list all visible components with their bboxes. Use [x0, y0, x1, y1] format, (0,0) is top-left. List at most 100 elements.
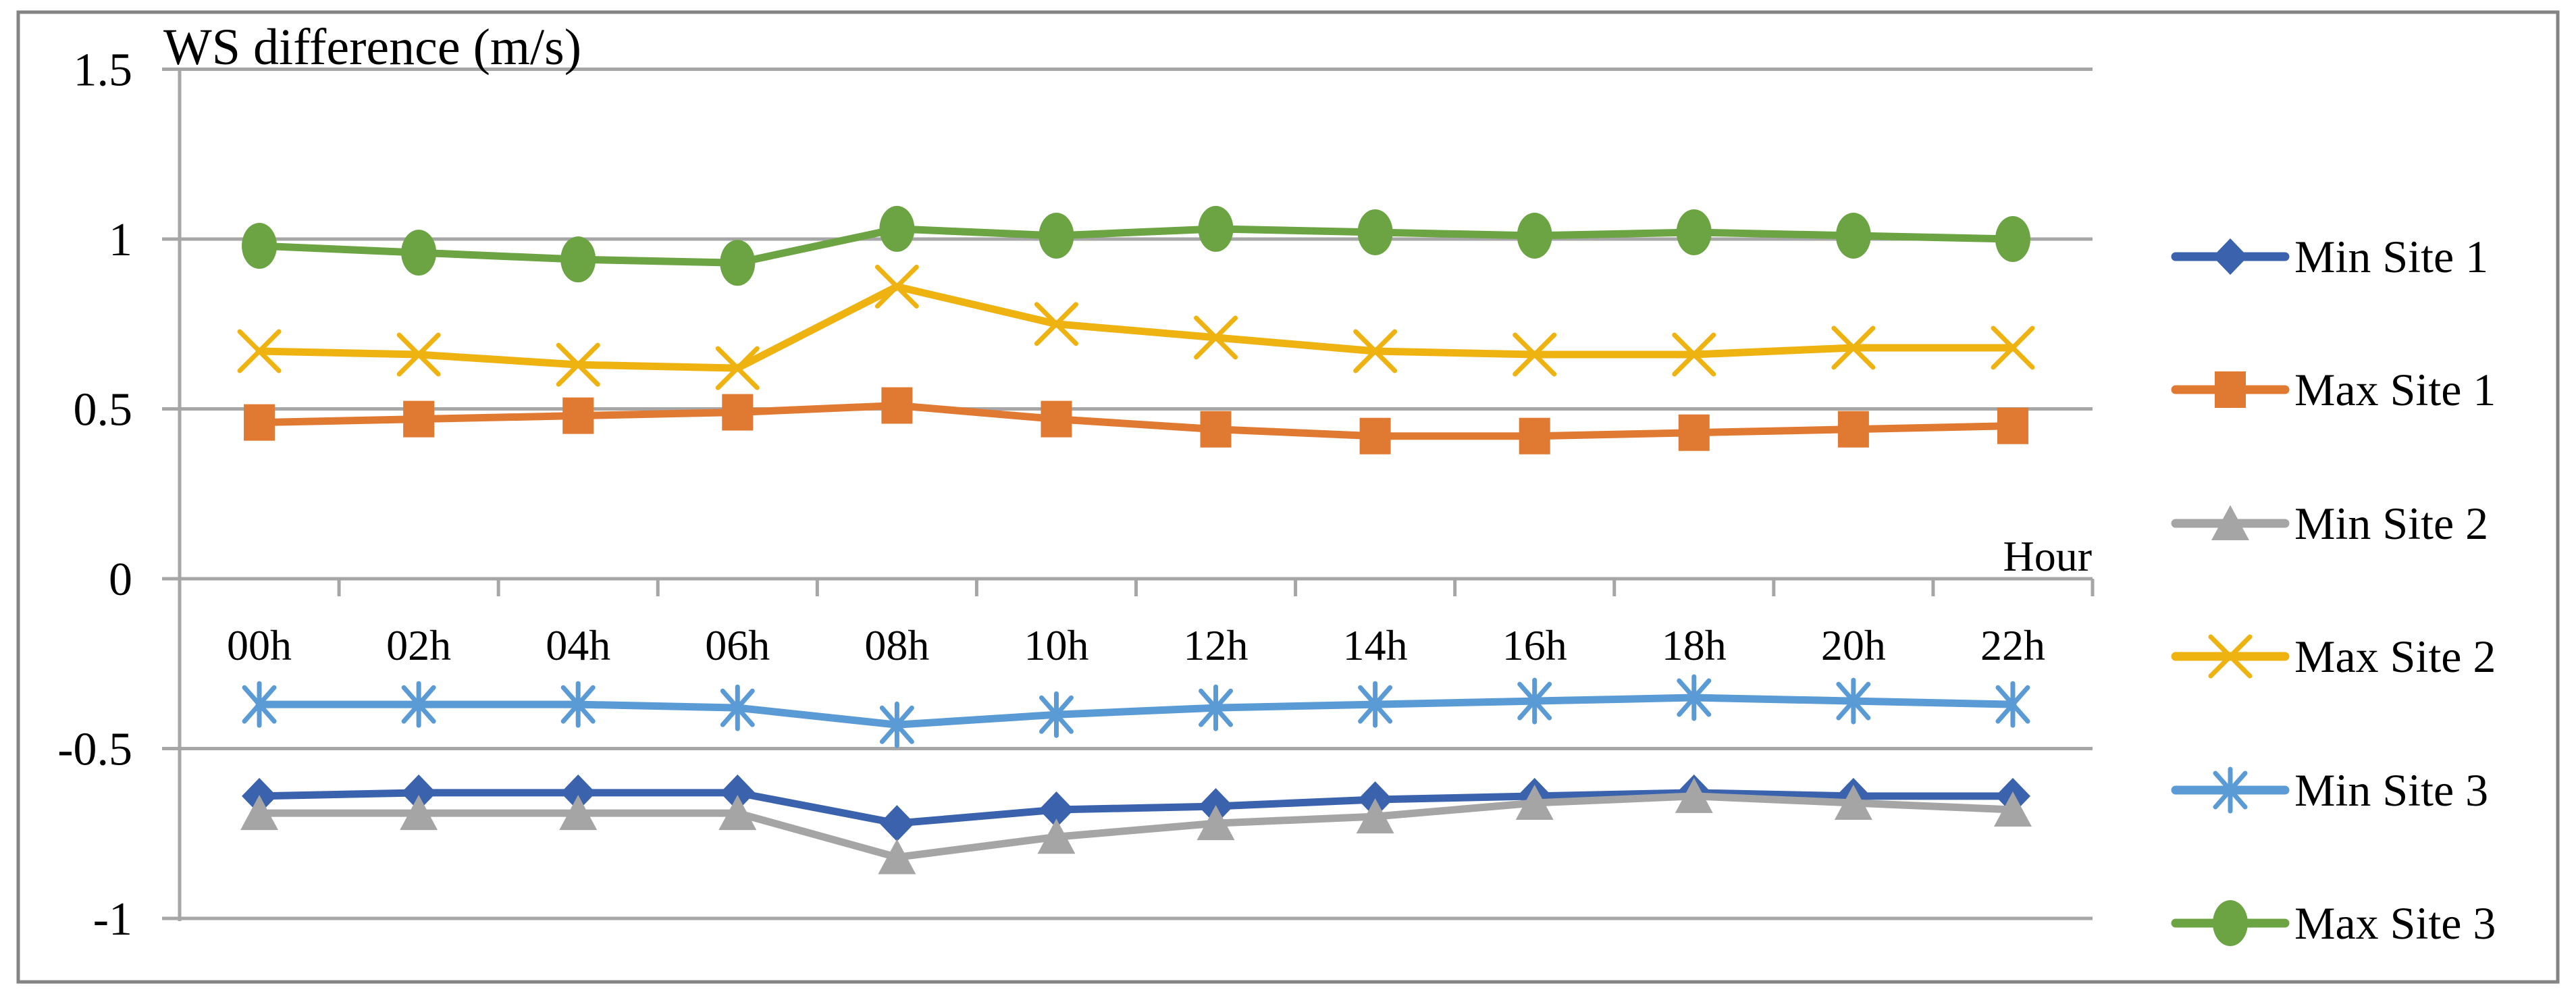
- series-point-max-site-3-04h: [560, 236, 596, 283]
- series-point-min-site-3-04h: [560, 681, 596, 728]
- y-axis-tick-label: -0.5: [57, 724, 132, 776]
- series-point-max-site-3-12h: [1198, 205, 1234, 252]
- series-point-max-site-1-22h: [1997, 407, 2028, 444]
- series-point-min-site-2-20h: [1834, 784, 1872, 820]
- series-point-max-site-2-20h: [1831, 325, 1876, 370]
- series-point-min-site-1-08h: [879, 805, 915, 842]
- y-axis-tick-label: 1.5: [74, 45, 133, 97]
- series-point-max-site-2-14h: [1353, 329, 1398, 373]
- x-axis-tick-label: 14h: [1343, 621, 1408, 669]
- series-point-min-site-3-06h: [720, 684, 755, 731]
- series-point-min-site-3-20h: [1836, 677, 1871, 725]
- series-point-max-site-3-16h: [1517, 212, 1552, 259]
- x-axis-title: Hour: [2003, 532, 2092, 580]
- y-axis-tick-label: 1: [109, 214, 132, 266]
- x-axis-tick-label: 04h: [546, 621, 610, 669]
- series-point-max-site-2-12h: [1194, 315, 1238, 360]
- axis-labels: 1.5 1 0.5 0 -0.5 -1 00h 02h 04h 06h 08h 10h 12h 14h 16…: [57, 45, 2045, 946]
- series-point-max-site-3-22h: [1995, 216, 2030, 262]
- legend-label-min-site-1: Min Site 1: [2294, 231, 2488, 282]
- x-axis-tick-label: 08h: [864, 621, 929, 669]
- legend-item-max-site-3: Max Site 3: [2171, 897, 2496, 949]
- series-point-max-site-2-02h: [396, 332, 441, 377]
- x-axis-tick-label: 12h: [1184, 621, 1248, 669]
- series-point-max-site-2-00h: [237, 329, 282, 373]
- y-axis-tick-label: -1: [93, 893, 132, 945]
- series-point-max-site-1-18h: [1678, 414, 1710, 451]
- legend-item-max-site-2: Max Site 2: [2171, 631, 2496, 682]
- series-point-max-site-3-00h: [242, 223, 278, 269]
- series-point-min-site-2-06h: [718, 795, 757, 831]
- series-point-max-site-2-10h: [1034, 302, 1078, 346]
- legend-item-min-site-3: Min Site 3: [2171, 764, 2488, 816]
- series-point-min-site-1-04h: [560, 774, 596, 811]
- series-point-min-site-3-12h: [1199, 684, 1234, 731]
- series-point-max-site-1-12h: [1200, 411, 1232, 448]
- series-line-min-site-1: [255, 789, 2017, 827]
- legend-label-min-site-3: Min Site 3: [2294, 764, 2488, 816]
- series-point-min-site-2-00h: [240, 795, 279, 831]
- series-line-max-site-3: [255, 225, 2017, 267]
- series-point-max-site-3-02h: [401, 230, 437, 276]
- data-series: [237, 205, 2035, 875]
- series-point-max-site-2-18h: [1672, 332, 1716, 377]
- series-point-max-site-3-14h: [1357, 209, 1393, 255]
- series-point-max-site-2-06h: [715, 346, 760, 390]
- series-point-min-site-3-10h: [1039, 691, 1074, 738]
- gridlines: [162, 68, 2093, 920]
- legend-item-min-site-1: Min Site 1: [2171, 231, 2488, 282]
- legend-label-max-site-1: Max Site 1: [2294, 364, 2496, 415]
- series-point-max-site-2-16h: [1513, 332, 1557, 377]
- series-line-min-site-3: [255, 694, 2017, 729]
- legend: Min Site 1 Max Site 1 Min Site 2 Max Site 2…: [2171, 231, 2496, 949]
- series-point-max-site-1-14h: [1359, 417, 1391, 454]
- legend-marker-asterisk-icon: [2213, 766, 2248, 814]
- series-point-max-site-1-16h: [1519, 417, 1550, 454]
- legend-label-max-site-3: Max Site 3: [2294, 897, 2496, 949]
- x-axis-tick-label: 16h: [1502, 621, 1567, 669]
- series-point-min-site-2-14h: [1356, 798, 1394, 834]
- series-line-min-site-2: [255, 792, 2017, 861]
- series-point-max-site-1-10h: [1041, 400, 1072, 438]
- series-point-max-site-1-08h: [881, 387, 913, 424]
- y-axis-tick-label: 0.5: [74, 384, 133, 436]
- x-axis-tick-label: 00h: [227, 621, 292, 669]
- series-point-min-site-2-04h: [559, 795, 598, 831]
- legend-label-max-site-2: Max Site 2: [2294, 631, 2496, 682]
- series-point-max-site-1-00h: [244, 404, 275, 441]
- series-point-max-site-1-02h: [403, 400, 435, 438]
- series-point-max-site-1-06h: [722, 394, 754, 431]
- series-point-max-site-3-18h: [1676, 209, 1712, 255]
- x-axis-tick-label: 20h: [1821, 621, 1886, 669]
- y-axis-tick-label: 0: [109, 554, 132, 606]
- series-point-max-site-3-06h: [720, 240, 756, 286]
- series-point-max-site-1-04h: [562, 397, 594, 434]
- series-point-min-site-3-18h: [1677, 674, 1712, 721]
- series-line-max-site-2: [255, 282, 2017, 372]
- legend-item-min-site-2: Min Site 2: [2171, 498, 2488, 549]
- series-point-max-site-2-08h: [874, 264, 919, 309]
- legend-marker-circle-icon: [2213, 900, 2248, 946]
- series-point-max-site-3-10h: [1039, 212, 1074, 259]
- series-point-min-site-2-10h: [1037, 818, 1076, 854]
- series-point-min-site-2-16h: [1515, 784, 1554, 820]
- legend-marker-triangle-icon: [2211, 505, 2249, 540]
- legend-label-min-site-2: Min Site 2: [2294, 498, 2488, 549]
- series-point-max-site-3-08h: [879, 205, 915, 252]
- axes: [178, 69, 2095, 921]
- series-line-max-site-1: [255, 401, 2017, 440]
- legend-marker-x-icon: [2208, 634, 2253, 679]
- series-point-max-site-3-20h: [1835, 212, 1871, 259]
- x-axis-tick-label: 18h: [1662, 621, 1727, 669]
- series-point-min-site-3-00h: [242, 681, 277, 728]
- x-axis-tick-label: 02h: [386, 621, 451, 669]
- series-point-min-site-2-08h: [878, 839, 916, 875]
- legend-marker-square-icon: [2215, 371, 2246, 408]
- legend-marker-diamond-icon: [2213, 238, 2248, 275]
- series-point-min-site-2-12h: [1197, 805, 1235, 841]
- series-point-min-site-2-18h: [1675, 777, 1713, 813]
- series-point-min-site-1-02h: [401, 774, 437, 811]
- x-axis-tick-label: 22h: [1980, 621, 2045, 669]
